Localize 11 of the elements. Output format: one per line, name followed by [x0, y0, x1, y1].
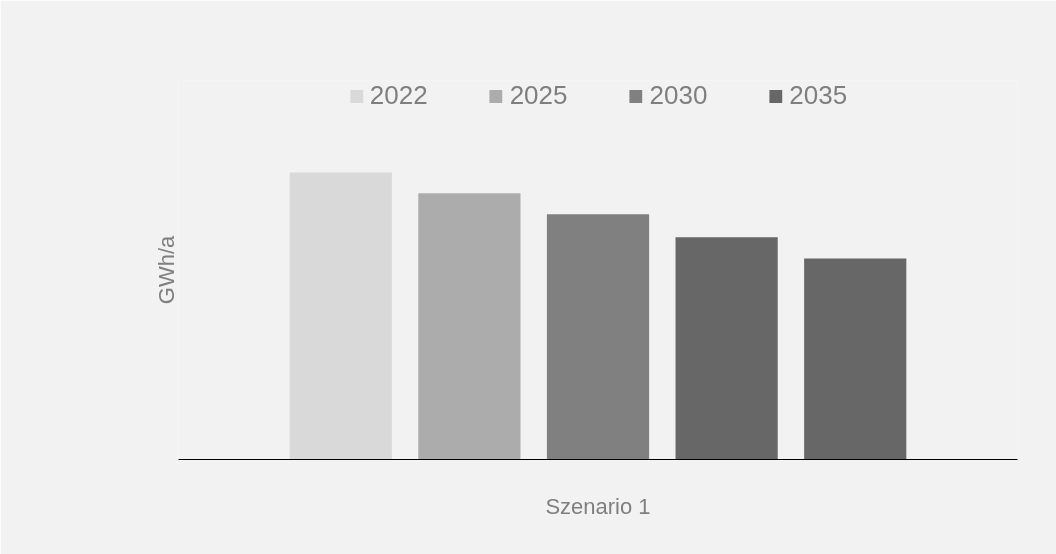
legend-label: 2022: [369, 80, 428, 111]
bar: [675, 237, 778, 460]
x-axis-title: Szenario 1: [545, 493, 651, 519]
bar: [546, 214, 650, 460]
bar: [418, 193, 521, 460]
y-axis-title: GWh/a: [153, 235, 179, 305]
legend-label: 2035: [789, 80, 848, 111]
legend-label: 2025: [509, 80, 568, 111]
legend-label: 2030: [649, 80, 708, 111]
bar: [289, 172, 392, 460]
bar: [804, 258, 907, 460]
